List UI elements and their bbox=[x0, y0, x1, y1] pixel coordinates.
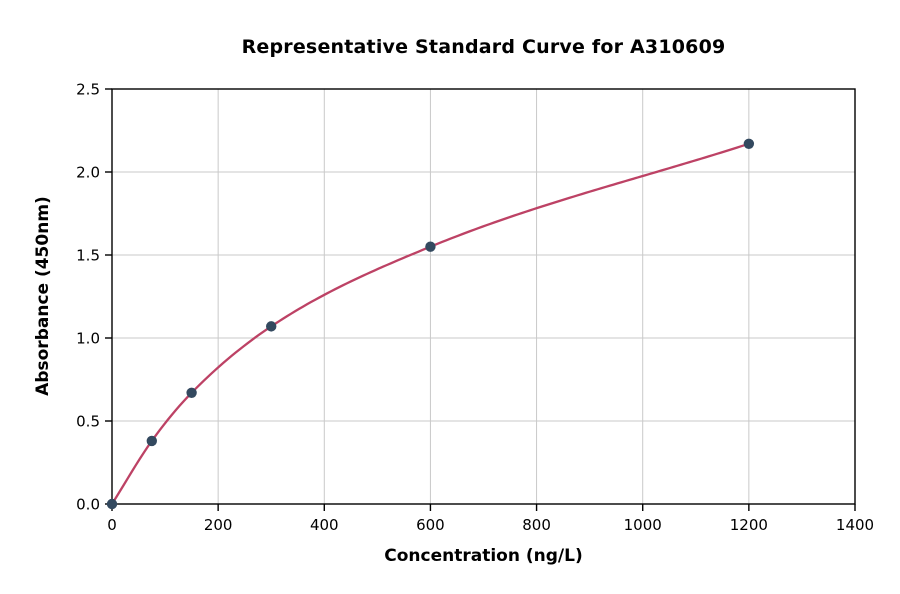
data-point-marker bbox=[186, 387, 197, 398]
data-point-marker bbox=[743, 138, 755, 149]
y-tick-label: 0.5 bbox=[76, 413, 100, 431]
x-tick-label: 600 bbox=[416, 516, 445, 534]
chart-title: Representative Standard Curve for A31060… bbox=[241, 36, 726, 58]
data-point-marker bbox=[425, 241, 436, 252]
x-tick-label: 800 bbox=[522, 516, 551, 534]
x-tick-label: 200 bbox=[204, 516, 233, 534]
y-tick-label: 1.0 bbox=[76, 330, 100, 348]
y-tick-label: 0.0 bbox=[76, 496, 100, 514]
x-tick-label: 400 bbox=[310, 516, 339, 534]
x-axis-label: Concentration (ng/L) bbox=[384, 546, 583, 566]
data-point-marker bbox=[266, 321, 277, 332]
data-point-marker bbox=[146, 435, 158, 447]
y-tick-label: 2.0 bbox=[76, 164, 100, 182]
x-tick-label: 1400 bbox=[836, 516, 874, 534]
y-tick-label: 2.5 bbox=[76, 81, 100, 99]
x-tick-label: 1200 bbox=[730, 516, 768, 534]
y-axis-label: Absorbance (450nm) bbox=[33, 196, 53, 396]
x-tick-label: 0 bbox=[107, 516, 117, 534]
y-tick-label: 1.5 bbox=[76, 247, 100, 265]
x-tick-label: 1000 bbox=[624, 516, 662, 534]
plot-border bbox=[111, 88, 856, 505]
data-point-marker bbox=[106, 498, 118, 510]
